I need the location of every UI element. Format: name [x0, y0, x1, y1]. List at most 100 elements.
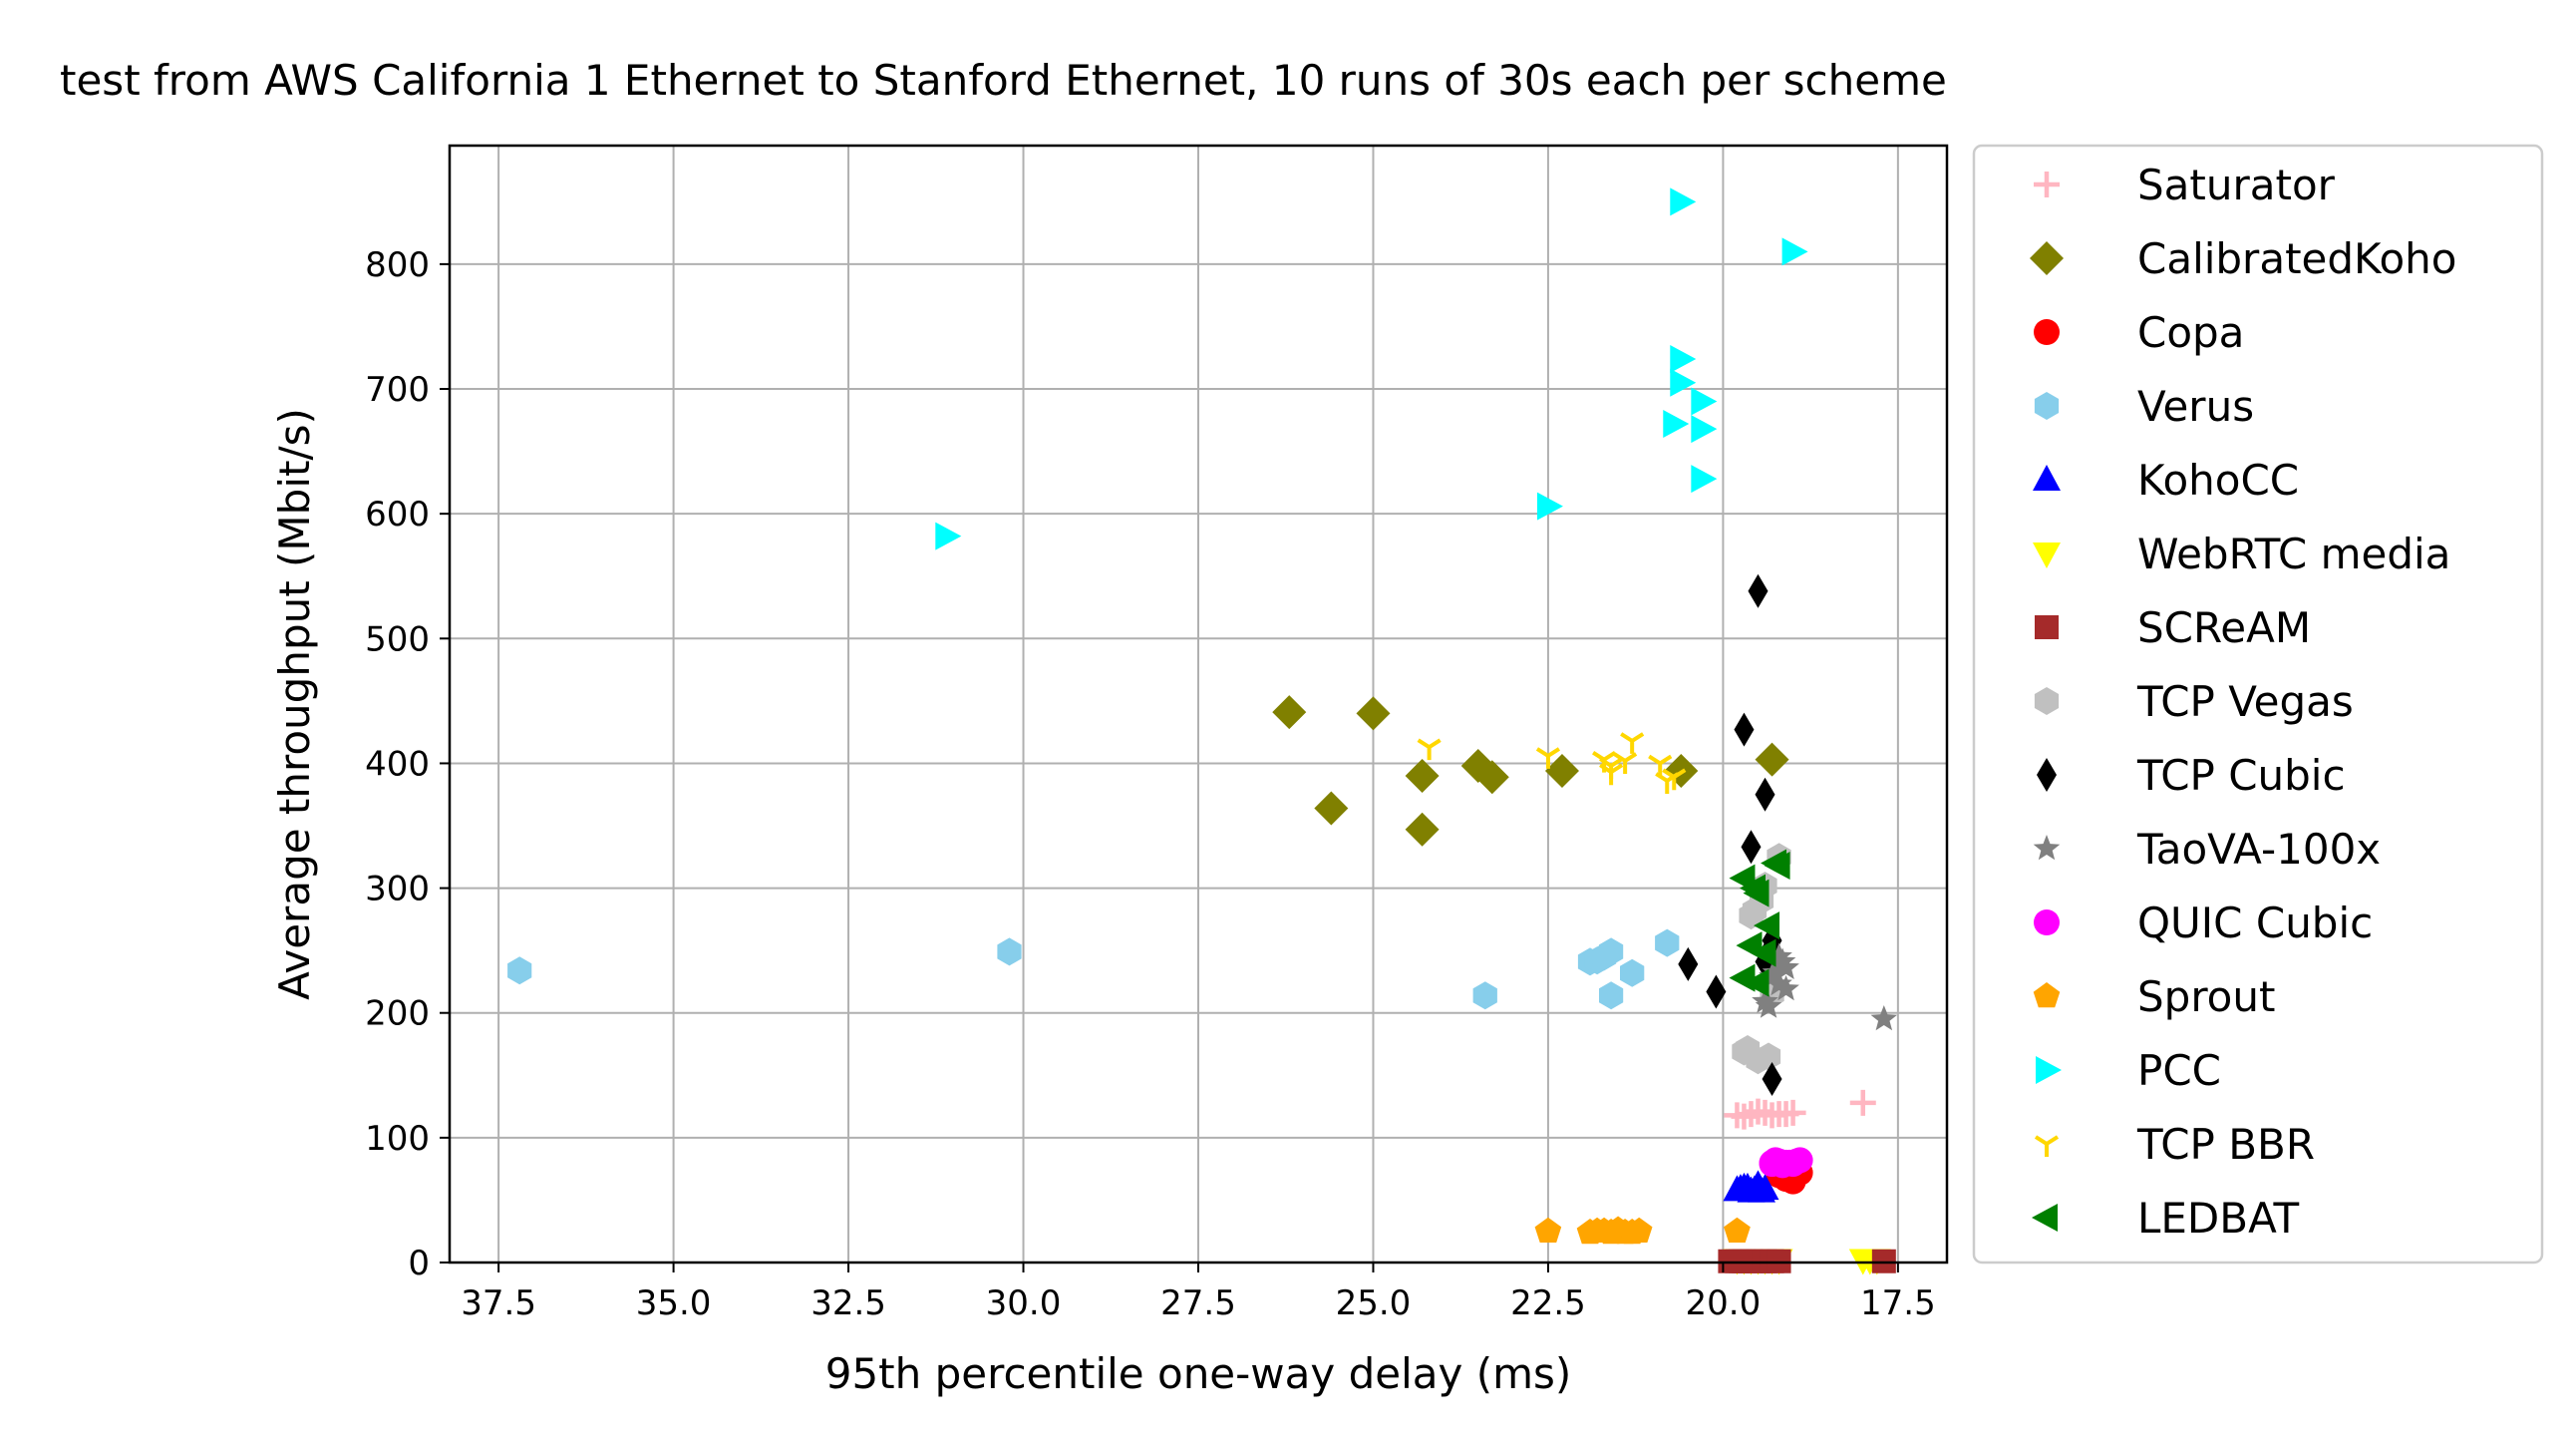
y-tick-label: 300: [365, 870, 430, 909]
series-sprout: [1534, 1216, 1751, 1245]
series-ledbat: [1729, 849, 1790, 997]
data-point: [1739, 874, 1766, 903]
y-tick-label: 200: [365, 994, 430, 1034]
data-point: [1599, 763, 1624, 786]
data-point: [1613, 752, 1638, 774]
legend-label: TCP BBR: [2136, 1120, 2315, 1169]
legend-marker: [2035, 615, 2059, 639]
data-point: [1724, 1217, 1751, 1243]
series-kohocc: [1723, 1170, 1779, 1203]
legend-label: Verus: [2137, 382, 2254, 431]
chart-title: test from AWS California 1 Ethernet to S…: [60, 56, 1947, 105]
legend-marker: [2033, 835, 2061, 861]
data-point: [1762, 1062, 1782, 1097]
data-point: [1618, 1219, 1646, 1245]
y-tick-label: 400: [365, 744, 430, 784]
x-tick-label: 37.5: [461, 1283, 536, 1323]
data-point: [1583, 1217, 1611, 1243]
legend-label: QUIC Cubic: [2137, 899, 2373, 947]
legend-marker: [2030, 241, 2064, 275]
x-tick-label: 22.5: [1510, 1283, 1586, 1323]
y-tick-label: 800: [365, 245, 430, 285]
legend-marker: [2033, 465, 2061, 491]
data-point: [1592, 942, 1617, 971]
y-axis-label: Average throughput (Mbit/s): [270, 408, 319, 1000]
data-point: [1755, 777, 1775, 812]
legend-item: Sprout: [2033, 972, 2275, 1021]
data-point: [1734, 712, 1755, 747]
data-point: [1755, 742, 1789, 777]
data-point: [1670, 187, 1697, 216]
data-point: [1766, 969, 1792, 996]
data-point: [1772, 974, 1799, 1001]
data-point: [1405, 812, 1440, 847]
legend-item: SCReAM: [2035, 603, 2311, 652]
legend-label: Sprout: [2137, 972, 2275, 1021]
data-point: [1405, 758, 1440, 793]
legend-item: TaoVA-100x: [2033, 825, 2381, 874]
x-tick-label: 20.0: [1686, 1283, 1762, 1323]
data-point: [1620, 958, 1645, 987]
legend-item: WebRTC media: [2033, 530, 2450, 578]
data-point: [1663, 410, 1690, 439]
series-scream: [1718, 1249, 1896, 1273]
series-pcc: [935, 187, 1808, 550]
data-point: [1691, 465, 1718, 494]
data-point: [1756, 1042, 1781, 1071]
legend-label: WebRTC media: [2137, 530, 2450, 578]
data-point: [1743, 968, 1770, 997]
grid: [450, 146, 1947, 1264]
data-point: [1417, 738, 1442, 761]
x-tick-label: 25.0: [1336, 1283, 1412, 1323]
data-point: [1729, 963, 1756, 992]
data-point: [1766, 942, 1792, 968]
data-point: [507, 956, 532, 985]
legend-marker: [2037, 758, 2057, 792]
x-tick-label: 35.0: [636, 1283, 712, 1323]
data-point: [1691, 415, 1718, 444]
axis-ticks: 37.5 35.0 32.5 30.0 27.5 25.0 22.5 20.0 17.5 0 100…: [365, 245, 1936, 1323]
legend-item: TCP Vegas: [2034, 677, 2354, 726]
data-point: [1772, 1101, 1799, 1128]
legend-item: LEDBAT: [2032, 1194, 2300, 1243]
data-point: [1728, 1249, 1753, 1273]
legend-label: CalibratedKoho: [2137, 234, 2457, 283]
legend-item: KohoCC: [2033, 456, 2299, 505]
data-point: [1474, 760, 1509, 795]
legend-label: PCC: [2137, 1046, 2221, 1095]
legend-marker: [2033, 542, 2061, 568]
legend-marker: [2034, 1135, 2060, 1157]
data-point: [1670, 344, 1697, 373]
data-point: [1731, 1103, 1758, 1130]
data-point: [1534, 1217, 1562, 1243]
data-point: [1745, 1098, 1771, 1125]
data-point: [1744, 1170, 1772, 1197]
legend-marker: [2034, 392, 2060, 420]
legend-marker: [2034, 687, 2060, 715]
legend-marker: [2032, 1204, 2058, 1232]
legend-label: TCP Vegas: [2136, 677, 2354, 726]
series-tcp-cubic: [1678, 573, 1782, 1097]
data-point: [997, 937, 1022, 966]
data-point: [1314, 791, 1349, 826]
series-tcp-bbr: [1417, 732, 1687, 794]
data-point: [1735, 1035, 1761, 1063]
data-point: [1750, 938, 1776, 967]
data-point: [1536, 492, 1563, 521]
legend-label: Saturator: [2137, 161, 2336, 209]
series-taova-100x: [1752, 942, 1898, 1031]
legend-marker: [2034, 319, 2060, 345]
legend-label: TCP Cubic: [2136, 751, 2346, 800]
legend-item: CalibratedKoho: [2030, 234, 2457, 283]
legend-item: Copa: [2034, 308, 2244, 357]
legend-label: LEDBAT: [2137, 1194, 2300, 1243]
legend-frame: [1972, 144, 2544, 1264]
x-tick-label: 30.0: [986, 1283, 1062, 1323]
data-point: [1849, 1089, 1876, 1116]
data-point: [1544, 753, 1579, 788]
data-point: [1655, 928, 1680, 957]
data-point: [1356, 696, 1391, 731]
data-point: [1755, 992, 1782, 1018]
legend-marker: [2034, 909, 2060, 935]
